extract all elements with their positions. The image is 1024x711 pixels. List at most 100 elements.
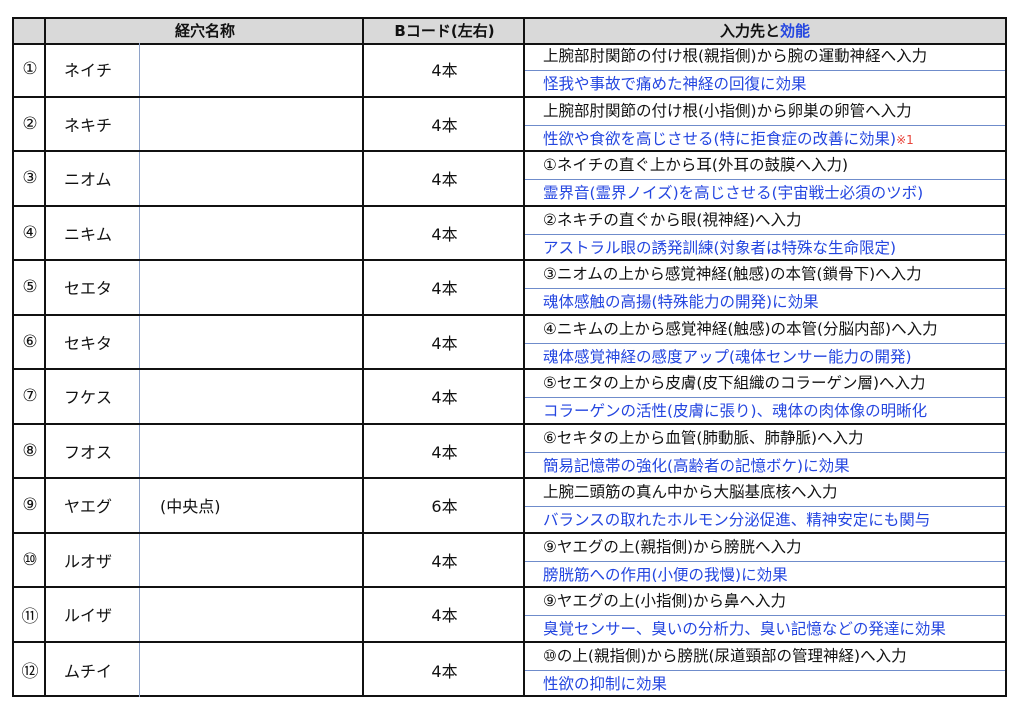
acupoint-subname bbox=[139, 43, 364, 96]
effect-text: 性欲や食欲を高じさせる(特に拒食症の改善に効果) bbox=[543, 129, 897, 148]
effect-line: 性欲の抑制に効果 bbox=[525, 671, 1005, 697]
header-input: 入力先と効能 bbox=[525, 19, 1005, 43]
row-number: ⑪ bbox=[21, 606, 39, 627]
row-number: ⑫ bbox=[21, 662, 39, 683]
footnote-marker: ※1 bbox=[896, 132, 914, 147]
b-code-count: 4本 bbox=[431, 115, 458, 135]
row-number: ⑤ bbox=[22, 277, 38, 298]
input-effect-cell: ⑥セキタの上から血管(肺動脈、肺静脈)へ入力簡易記憶帯の強化(高齢者の記憶ボケ)… bbox=[525, 425, 1005, 478]
acupoint-name: ルイザ bbox=[64, 606, 113, 626]
input-effect-cell: ④ニキムの上から感覚神経(触感)の本管(分脳内部)へ入力魂体感覚神経の感度アップ… bbox=[525, 316, 1005, 369]
input-effect-cell: 上腕二頭筋の真ん中から大脳基底核へ入力バランスの取れたホルモン分泌促進、精神安定… bbox=[525, 479, 1005, 532]
input-target: ②ネキチの直ぐから眼(視神経)へ入力 bbox=[525, 207, 1005, 235]
table-row: ⑦ フケス 4本 ⑤セエタの上から皮膚(皮下組織のコラーゲン層)へ入力コラーゲンの活性… bbox=[14, 370, 1005, 425]
input-target: 上腕二頭筋の真ん中から大脳基底核へ入力 bbox=[525, 479, 1005, 507]
table-row: ③ ニオム 4本 ①ネイチの直ぐ上から耳(外耳の鼓膜へ入力) 霊界音(霊界ノイズ)を高じ… bbox=[14, 152, 1005, 207]
acupoint-name: ムチイ bbox=[64, 661, 113, 681]
input-target: 上腕部肘関節の付け根(親指側)から腕の運動神経へ入力 bbox=[525, 43, 1005, 71]
effect-line: バランスの取れたホルモン分泌促進、精神安定にも関与 bbox=[525, 507, 1005, 533]
header-input-label: 入力先と bbox=[719, 22, 780, 40]
table-row: ⑫ ムチイ 4本 ⑩の上(親指側)から膀胱(尿道頸部の管理神経)へ入力 性欲の抑制に効果 bbox=[14, 642, 1005, 697]
acupoint-name: フケス bbox=[64, 388, 113, 408]
table-row: ⑥ セキタ 4本 ④ニキムの上から感覚神経(触感)の本管(分脳内部)へ入力 魂体感覚神経… bbox=[14, 315, 1005, 370]
row-number: ⑥ bbox=[22, 331, 38, 352]
effect-text: 魂体感覚神経の感度アップ(魂体センサー能力の開発) bbox=[543, 347, 912, 366]
effect-text: 霊界音(霊界ノイズ)を高じさせる(宇宙戦士必須のツボ) bbox=[543, 184, 924, 202]
effect-line: 性欲や食欲を高じさせる(特に拒食症の改善に効果)※1 bbox=[525, 126, 1005, 152]
row-number: ⑦ bbox=[22, 386, 38, 407]
effect-line: 魂体感覚神経の感度アップ(魂体センサー能力の開発) bbox=[525, 344, 1005, 370]
acupoint-name: セエタ bbox=[64, 279, 113, 299]
input-effect-cell: ⑤セエタの上から皮膚(皮下組織のコラーゲン層)へ入力コラーゲンの活性(皮膚に張り… bbox=[525, 370, 1005, 423]
input-effect-cell: 上腕部肘関節の付け根(親指側)から腕の運動神経へ入力怪我や事故で痛めた神経の回復… bbox=[525, 43, 1005, 96]
acupoint-name: ニオム bbox=[64, 170, 112, 190]
acupoint-name: ニキム bbox=[64, 224, 113, 244]
effect-text: 簡易記憶帯の強化(高齢者の記憶ボケ)に効果 bbox=[543, 456, 850, 475]
table-row: ⑩ ルオザ 4本 ⑨ヤエグの上(親指側)から膀胱へ入力 膀胱筋への作用(小便の我慢)に効… bbox=[14, 533, 1005, 588]
effect-text: 性欲の抑制に効果 bbox=[543, 674, 668, 693]
acupoint-subname bbox=[139, 533, 364, 586]
effect-line: 臭覚センサー、臭いの分析力、臭い記憶などの発達に効果 bbox=[525, 616, 1005, 642]
input-target: ⑥セキタの上から血管(肺動脈、肺静脈)へ入力 bbox=[525, 425, 1005, 453]
row-number: ④ bbox=[22, 222, 38, 243]
effect-text: 膀胱筋への作用(小便の我慢)に効果 bbox=[543, 565, 788, 584]
table-row: ⑪ ルイザ 4本 ⑨ヤエグの上(小指側)から鼻へ入力 臭覚センサー、臭いの分析力、臭い記… bbox=[14, 588, 1005, 643]
acupoint-name: ヤエグ bbox=[64, 497, 113, 517]
table-row: ⑤ セエタ 4本 ③ニオムの上から感覚神経(触感)の本管(鎖骨下)へ入力魂体感触の高揚… bbox=[14, 261, 1005, 316]
header-effect-label: 効能 bbox=[780, 22, 811, 40]
effect-text: 魂体感触の高揚(特殊能力の開発)に効果 bbox=[543, 293, 819, 311]
b-code-count: 4本 bbox=[431, 170, 458, 190]
b-code-count: 4本 bbox=[431, 551, 458, 571]
acupoint-name: ネイチ bbox=[64, 61, 113, 81]
b-code-count: 4本 bbox=[431, 224, 458, 244]
input-target: ⑤セエタの上から皮膚(皮下組織のコラーゲン層)へ入力 bbox=[525, 370, 1005, 398]
effect-line: 怪我や事故で痛めた神経の回復に効果 bbox=[525, 71, 1005, 97]
acupoint-subname bbox=[139, 315, 364, 368]
effect-text: 臭覚センサー、臭いの分析力、臭い記憶などの発達に効果 bbox=[543, 620, 946, 638]
input-target: ④ニキムの上から感覚神経(触感)の本管(分脳内部)へ入力 bbox=[525, 316, 1005, 344]
table-header: 経穴名称 Bコード(左右) 入力先と効能 bbox=[14, 19, 1005, 45]
acupoint-subname bbox=[139, 370, 364, 423]
b-code-count: 4本 bbox=[431, 442, 458, 462]
effect-line: 簡易記憶帯の強化(高齢者の記憶ボケ)に効果 bbox=[525, 453, 1005, 479]
effect-line: 霊界音(霊界ノイズ)を高じさせる(宇宙戦士必須のツボ) bbox=[525, 180, 1005, 206]
input-effect-cell: ③ニオムの上から感覚神経(触感)の本管(鎖骨下)へ入力魂体感触の高揚(特殊能力の… bbox=[525, 261, 1005, 314]
row-number: ⑨ bbox=[22, 495, 38, 516]
row-number: ① bbox=[22, 59, 38, 80]
effect-text: バランスの取れたホルモン分泌促進、精神安定にも関与 bbox=[543, 511, 931, 529]
acupoint-subname: (中央点) bbox=[139, 479, 364, 532]
acupoint-subname bbox=[139, 261, 364, 314]
row-number: ⑧ bbox=[22, 440, 38, 461]
header-name: 経穴名称 bbox=[174, 22, 235, 40]
b-code-count: 6本 bbox=[431, 497, 458, 517]
input-target: 上腕部肘関節の付け根(小指側)から卵巣の卵管へ入力 bbox=[525, 98, 1005, 126]
input-effect-cell: ⑨ヤエグの上(親指側)から膀胱へ入力 膀胱筋への作用(小便の我慢)に効果 bbox=[525, 534, 1005, 587]
acupoint-subname bbox=[139, 97, 364, 150]
table-row: ① ネイチ 4本 上腕部肘関節の付け根(親指側)から腕の運動神経へ入力怪我や事故で痛め… bbox=[14, 43, 1005, 98]
input-target: ③ニオムの上から感覚神経(触感)の本管(鎖骨下)へ入力 bbox=[525, 261, 1005, 289]
b-code-count: 4本 bbox=[431, 388, 458, 408]
acupoint-name: フオス bbox=[64, 442, 113, 462]
effect-text: アストラル眼の誘発訓練(対象者は特殊な生命限定) bbox=[543, 238, 897, 257]
acupoint-subname bbox=[139, 424, 364, 477]
acupoint-name: ネキチ bbox=[64, 115, 113, 135]
b-code-count: 4本 bbox=[431, 61, 458, 81]
input-target: ⑩の上(親指側)から膀胱(尿道頸部の管理神経)へ入力 bbox=[525, 643, 1005, 671]
b-code-count: 4本 bbox=[431, 279, 458, 299]
column-divider bbox=[523, 19, 525, 695]
table-row: ② ネキチ 4本 上腕部肘関節の付け根(小指側)から卵巣の卵管へ入力 性欲や食欲を高じさ… bbox=[14, 97, 1005, 152]
acupoint-subname bbox=[139, 588, 364, 641]
acupoint-name: セキタ bbox=[64, 333, 113, 353]
effect-text: 怪我や事故で痛めた神経の回復に効果 bbox=[543, 75, 807, 93]
effect-text: コラーゲンの活性(皮膚に張り)、魂体の肉体像の明晰化 bbox=[543, 402, 928, 420]
effect-line: 膀胱筋への作用(小便の我慢)に効果 bbox=[525, 562, 1005, 588]
effect-line: コラーゲンの活性(皮膚に張り)、魂体の肉体像の明晰化 bbox=[525, 398, 1005, 424]
acupoint-subname bbox=[139, 152, 364, 205]
table-row: ⑧ フオス 4本 ⑥セキタの上から血管(肺動脈、肺静脈)へ入力簡易記憶帯の強化(高齢者… bbox=[14, 424, 1005, 479]
input-effect-cell: ⑨ヤエグの上(小指側)から鼻へ入力 臭覚センサー、臭いの分析力、臭い記憶などの発達… bbox=[525, 588, 1005, 641]
row-number: ② bbox=[22, 113, 38, 134]
acupoint-table: 経穴名称 Bコード(左右) 入力先と効能 ① ネイチ 4本 上腕部肘関節の付け根(親指… bbox=[12, 17, 1007, 697]
effect-line: アストラル眼の誘発訓練(対象者は特殊な生命限定) bbox=[525, 235, 1005, 261]
header-number bbox=[14, 19, 46, 43]
effect-line: 魂体感触の高揚(特殊能力の開発)に効果 bbox=[525, 289, 1005, 315]
